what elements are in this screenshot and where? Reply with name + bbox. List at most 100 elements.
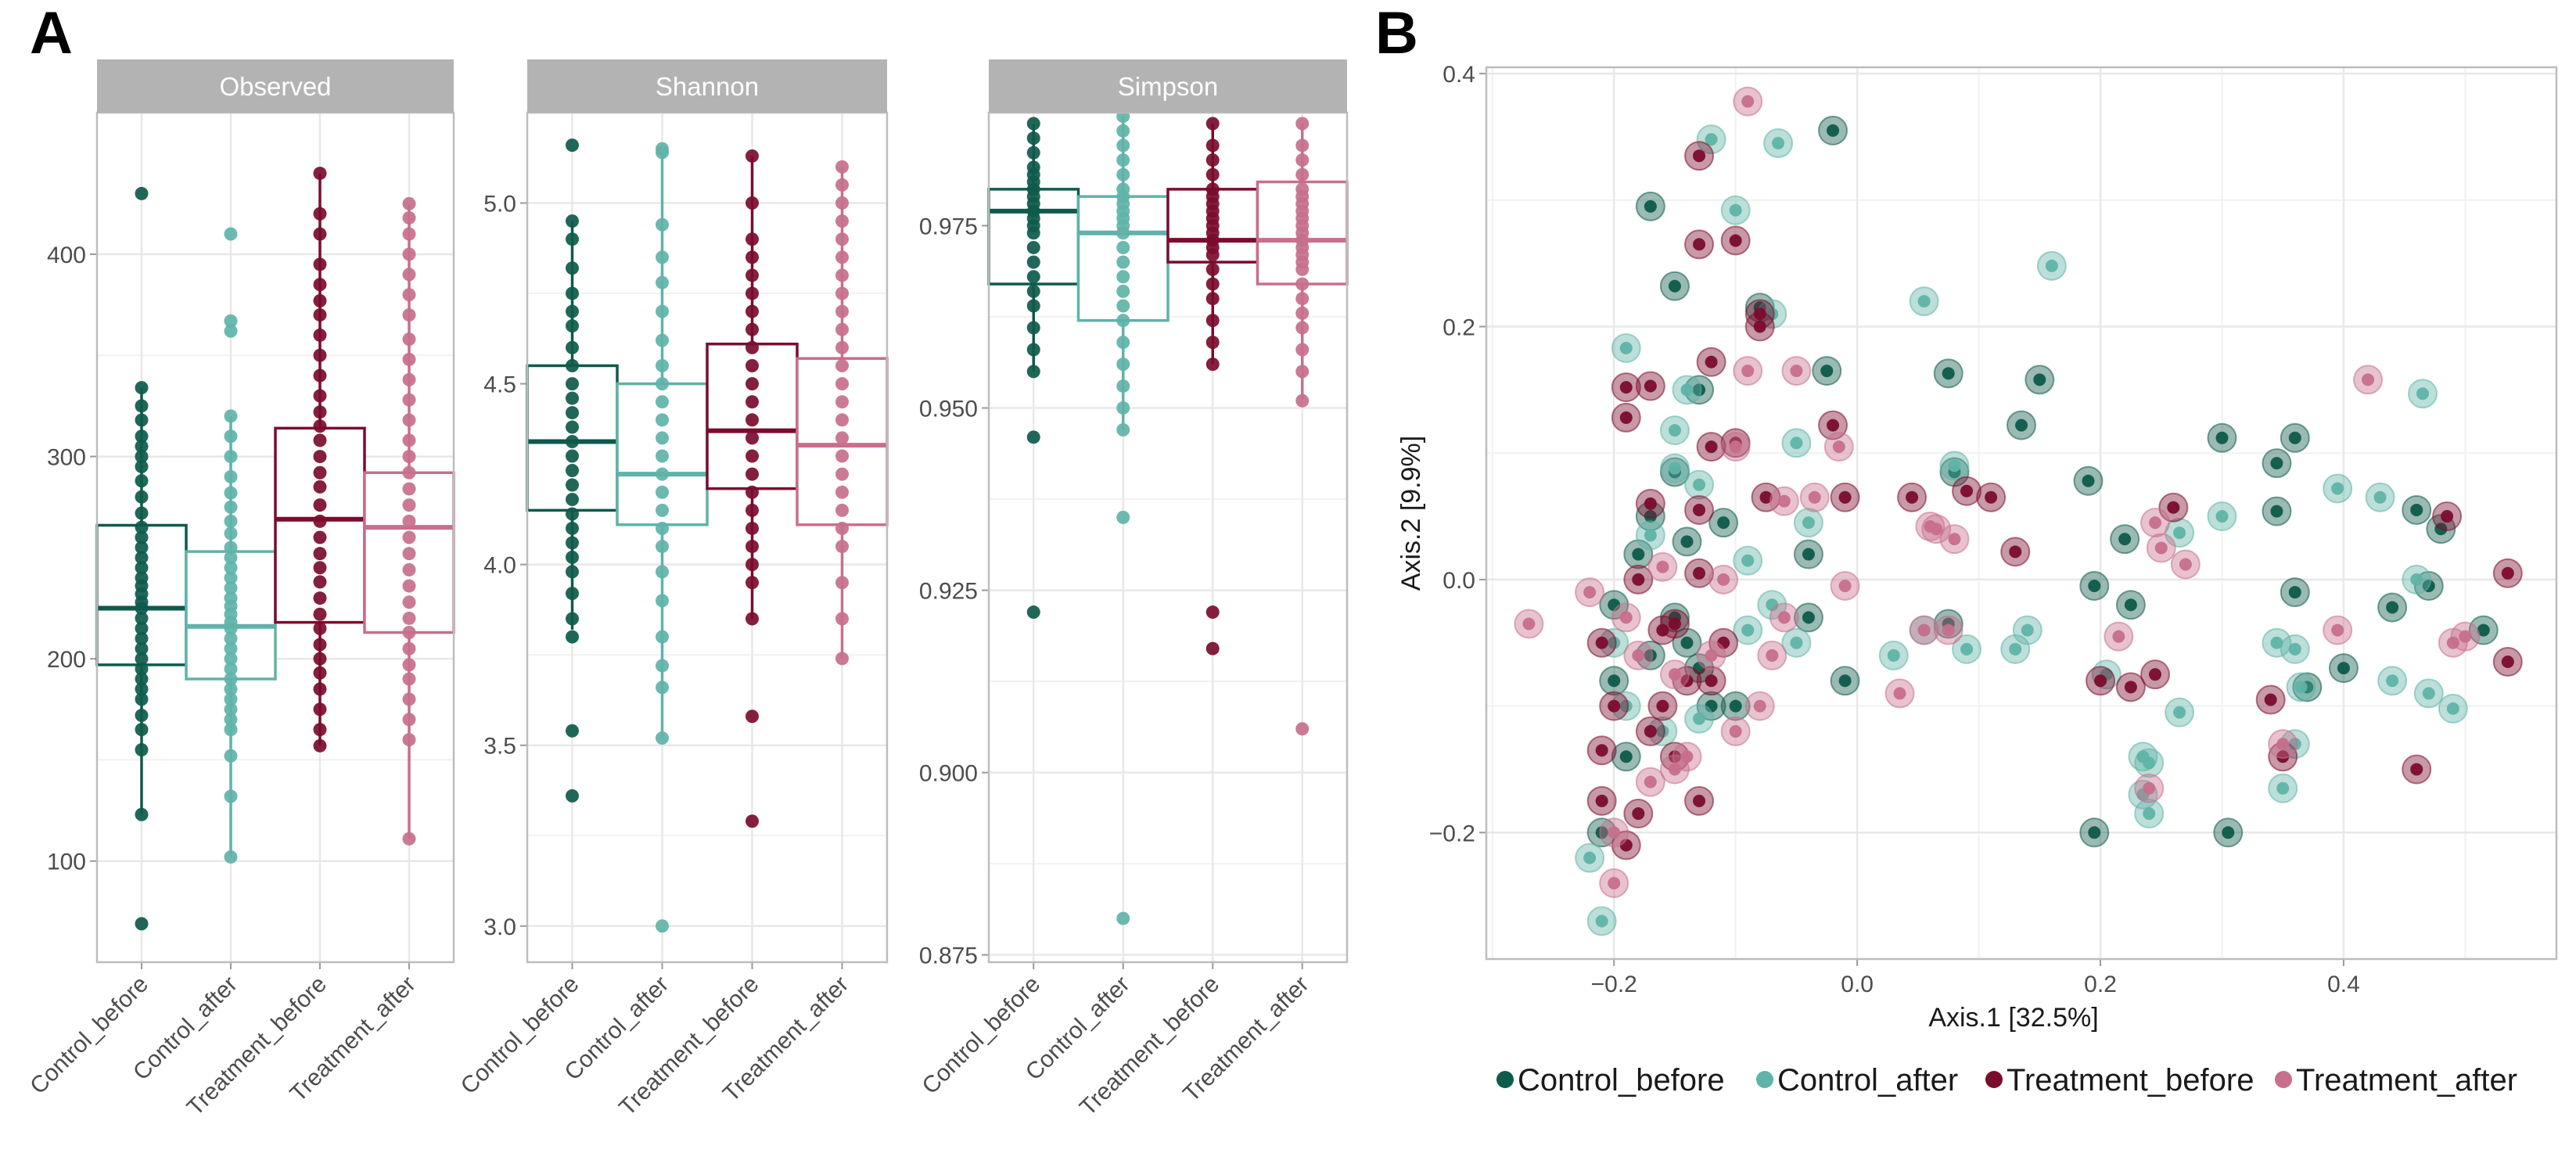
data-point: [1026, 255, 1040, 269]
data-point: [1116, 299, 1130, 313]
facet-strip: [527, 59, 887, 113]
data-point: [313, 293, 327, 307]
scatter-point: [1586, 785, 1617, 816]
scatter-point: [1720, 691, 1751, 721]
y-tick-label: 0.950: [919, 397, 978, 422]
scatter-point: [1647, 691, 1678, 721]
scatter-point-core: [1632, 548, 1645, 561]
data-point: [566, 464, 579, 478]
scatter-point: [2492, 558, 2523, 588]
scatter-point-core: [2215, 431, 2229, 444]
scatter-point: [1684, 494, 1715, 525]
data-point: [313, 227, 327, 241]
data-point: [745, 196, 759, 210]
scatter-point-core: [2422, 687, 2435, 700]
legend: Control_before Control_after Treatment_bef…: [1496, 1063, 2517, 1098]
data-point: [1116, 284, 1130, 298]
data-point: [1026, 343, 1040, 357]
scatter-point: [1635, 191, 1665, 221]
scatter-point-core: [1668, 424, 1681, 437]
scatter-plot-border: [1485, 66, 2558, 961]
data-point: [402, 227, 416, 241]
data-point: [135, 460, 149, 473]
data-point: [224, 429, 238, 444]
scatter-point: [1744, 311, 1775, 342]
scatter-point-core: [1741, 365, 1755, 378]
scatter-point: [2000, 634, 2031, 664]
data-point: [135, 743, 149, 756]
scatter-point: [1635, 488, 1665, 519]
scatter-point-core: [1717, 516, 1730, 530]
data-point: [313, 498, 327, 512]
data-point: [656, 217, 669, 232]
scatter-point: [1611, 332, 1641, 363]
data-point: [1205, 262, 1220, 276]
scatter-point-core: [2033, 373, 2046, 386]
data-point: [566, 340, 579, 354]
data-point: [135, 490, 149, 504]
scatter-point-core: [2386, 601, 2399, 614]
scatter-point-core: [1741, 623, 1755, 637]
scatter-point: [1733, 615, 1763, 645]
data-point: [313, 419, 327, 433]
data-point: [1205, 117, 1220, 131]
data-point: [656, 681, 669, 695]
scatter-point-core: [2288, 738, 2301, 751]
legend-swatch: [2275, 1071, 2292, 1088]
scatter-point-core: [1753, 320, 1766, 333]
scatter-point: [1952, 476, 1982, 506]
scatter-point: [1672, 526, 1702, 557]
scatter-point-core: [2264, 693, 2277, 706]
scatter-point: [1623, 564, 1654, 595]
scatter-point-core: [1656, 699, 1669, 713]
x-tick-label: 0.0: [1841, 972, 1874, 997]
scatter-point-core: [1619, 341, 1633, 354]
data-point: [135, 551, 149, 565]
scatter-point: [1763, 128, 1794, 159]
scatter-point-core: [2410, 503, 2423, 516]
scatter-point: [2280, 634, 2310, 664]
scatter-point-core: [1693, 149, 1706, 163]
legend-swatch: [1496, 1071, 1514, 1088]
legend-label: Control_before: [1518, 1063, 1725, 1098]
data-point: [224, 409, 238, 423]
scatter-point-core: [1753, 307, 1766, 321]
data-point: [1205, 314, 1220, 328]
scatter-point-core: [1960, 484, 1974, 498]
data-point: [1205, 605, 1220, 620]
scatter-point-core: [2477, 623, 2490, 637]
scatter-point: [1684, 785, 1715, 816]
scatter-point-core: [1595, 636, 1608, 649]
scatter-point: [1635, 371, 1665, 401]
scatter-point-core: [1729, 699, 1742, 713]
scatter-point: [1878, 640, 1909, 670]
scatter-point-core: [1930, 523, 1943, 536]
scatter-point: [1708, 508, 1739, 538]
box-treatment-before: [1166, 117, 1259, 656]
data-point: [656, 594, 669, 608]
y-axis-title: Axis.2 [9.9%]: [1396, 436, 1426, 591]
legend-label: Treatment_after: [2296, 1063, 2517, 1098]
data-point: [1116, 240, 1130, 254]
data-point: [224, 227, 238, 241]
data-point: [656, 540, 669, 554]
scatter-point: [1781, 428, 1812, 458]
scatter-point: [2268, 729, 2298, 760]
scatter-point-core: [2276, 738, 2290, 751]
scatter-point: [1599, 817, 1629, 848]
scatter-point: [1684, 469, 1715, 500]
scatter-point-core: [2416, 387, 2429, 401]
scatter-point: [2146, 533, 2176, 563]
data-point: [1116, 314, 1130, 328]
scatter-point-core: [2149, 668, 2161, 681]
scatter-point: [1684, 229, 1715, 260]
scatter-point: [1586, 817, 1617, 848]
y-tick-label: 0.975: [919, 214, 978, 239]
data-point: [135, 520, 149, 534]
scatter-point: [2438, 693, 2468, 724]
scatter-point-core: [2446, 702, 2459, 715]
scatter-point-core: [1608, 636, 1621, 649]
scatter-point-core: [1583, 586, 1597, 599]
scatter-point: [2268, 742, 2298, 772]
y-tick-label: 0.875: [919, 943, 978, 969]
